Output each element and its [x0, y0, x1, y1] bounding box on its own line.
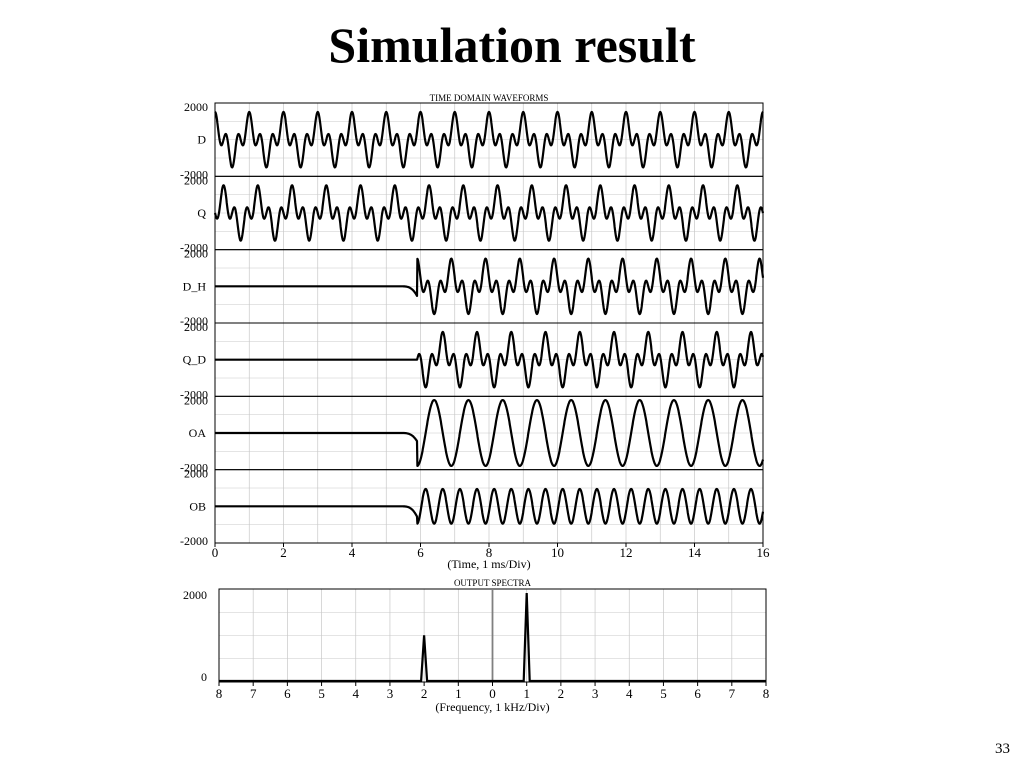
y-tick-label: 2000	[184, 247, 208, 261]
waveform-panel-q-d: 2000 -2000 Q_D	[180, 320, 765, 401]
waveform-line-ob	[214, 487, 765, 525]
x-axis-label: (Time, 1 ms/Div)	[447, 557, 530, 571]
y-tick-label: 2000	[184, 173, 208, 187]
waveform-panel-d-h: 2000 -2000 D_H	[180, 247, 765, 328]
waveform-panel-q: 2000 -2000 Q	[180, 173, 765, 255]
spectrum-line	[219, 592, 766, 683]
time-domain-chart: TIME DOMAIN WAVEFORMS2000-2000D2000-2000…	[180, 93, 770, 571]
series-label-d: D	[197, 133, 206, 147]
spectrum-x-tick-label: 5	[318, 686, 325, 701]
spectrum-x-tick-label: 6	[284, 686, 291, 701]
waveform-panel-d: 2000 -2000 D	[180, 100, 764, 181]
spectrum-x-tick-label: 7	[250, 686, 257, 701]
spectrum-x-tick-label: 8	[763, 686, 770, 701]
y-tick-label: 2000	[184, 320, 208, 334]
spectrum-x-tick-label: 3	[592, 686, 599, 701]
y-tick-label: 2000	[184, 393, 208, 407]
spectrum-x-tick-label: 4	[626, 686, 633, 701]
waveform-line-d	[214, 110, 764, 169]
waveform-line-q-d	[214, 330, 765, 389]
y-tick-label: -2000	[180, 461, 208, 475]
spectrum-x-tick-label: 1	[523, 686, 530, 701]
series-label-d-h: D_H	[183, 279, 207, 293]
y-tick-label: 2000	[184, 100, 208, 114]
spectrum-x-tick-label: 2	[421, 686, 428, 701]
x-tick-label: 14	[688, 545, 702, 560]
x-tick-label: 0	[212, 545, 219, 560]
y-tick-label: -2000	[180, 314, 208, 328]
spectrum-x-axis-label: (Frequency, 1 kHz/Div)	[435, 700, 549, 714]
spectrum-x-tick-label: 1	[455, 686, 462, 701]
spectrum-x-tick-label: 4	[353, 686, 360, 701]
waveform-line-d-h	[214, 257, 765, 316]
series-label-q: Q	[197, 206, 206, 220]
series-label-q-d: Q_D	[183, 353, 207, 367]
x-tick-label: 10	[551, 545, 564, 560]
spectrum-x-tick-label: 3	[387, 686, 394, 701]
waveform-panel-ob: 2000 -2000 OB	[180, 467, 765, 548]
spectrum-y-tick-label: 0	[201, 670, 207, 684]
x-tick-label: 12	[620, 545, 633, 560]
waveform-line-q	[213, 184, 765, 242]
y-tick-label: 2000	[184, 467, 208, 481]
spectrum-x-tick-label: 6	[694, 686, 701, 701]
page-number: 33	[995, 741, 1010, 757]
spectrum-x-tick-label: 7	[729, 686, 736, 701]
y-tick-label: -2000	[180, 167, 208, 181]
spectrum-x-tick-label: 0	[489, 686, 496, 701]
spectrum-x-tick-label: 5	[660, 686, 667, 701]
spectrum-x-tick-label: 2	[558, 686, 565, 701]
slide-title: Simulation result	[328, 17, 696, 73]
waveform-panel-oa: 2000 -2000 OA	[180, 393, 765, 475]
x-tick-label: 16	[757, 545, 771, 560]
spectrum-title: OUTPUT SPECTRA	[454, 578, 532, 588]
spectrum-x-tick-label: 8	[216, 686, 223, 701]
y-tick-label: -2000	[180, 534, 208, 548]
x-tick-label: 6	[417, 545, 424, 560]
time-domain-title: TIME DOMAIN WAVEFORMS	[430, 93, 549, 103]
x-tick-label: 4	[349, 545, 356, 560]
x-tick-label: 8	[486, 545, 493, 560]
y-tick-label: -2000	[180, 387, 208, 401]
waveform-line-oa	[214, 399, 765, 467]
y-tick-label: -2000	[180, 241, 208, 255]
spectrum-y-tick-label: 2000	[183, 588, 207, 602]
series-label-oa: OA	[189, 426, 207, 440]
x-tick-label: 2	[280, 545, 287, 560]
series-label-ob: OB	[189, 499, 206, 513]
